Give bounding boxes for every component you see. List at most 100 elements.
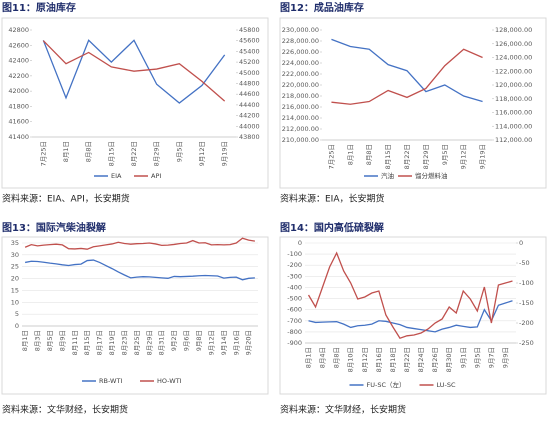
y2-tick-label: 122,000.00 <box>495 67 532 75</box>
y2-tick-label: 44400 <box>239 101 260 109</box>
x-tick-label: 9月1日 <box>459 347 467 368</box>
x-tick-label: 8月22日 <box>403 144 411 169</box>
y-tick-label: -800 <box>287 328 302 336</box>
chart-title: 图13：国际汽柴油裂解 <box>2 221 106 234</box>
x-tick-label: 8月3日 <box>34 330 42 351</box>
y-tick-label: 42800 <box>8 26 29 34</box>
x-tick-label: 8月19日 <box>108 330 116 355</box>
y2-tick-label: 43800 <box>239 133 260 141</box>
legend-label: 馏分燃料油 <box>415 171 448 180</box>
y2-tick-label: 45800 <box>239 26 260 34</box>
x-tick-label: 7月25日 <box>39 141 47 166</box>
x-tick-label: 8月22日 <box>403 347 411 372</box>
y2-tick-label: 45600 <box>239 37 260 45</box>
chart-title: 图12：成品油库存 <box>280 1 364 14</box>
x-tick-label: 8月31日 <box>158 330 166 355</box>
y-tick-label: -700 <box>287 317 302 325</box>
panel-frame <box>279 17 547 189</box>
y2-tick-label: 126,000.00 <box>495 40 532 48</box>
y2-tick-label: -200 <box>519 319 534 327</box>
series-line <box>331 38 483 103</box>
x-tick-label: 9月9日 <box>501 347 509 368</box>
chart-title: 图11：原油库存 <box>2 1 76 14</box>
y2-tick-label: 112,000.00 <box>495 136 532 144</box>
x-tick-label: 9月8日 <box>195 330 203 351</box>
y2-tick-label: -50 <box>519 259 530 267</box>
x-tick-label: 8月5日 <box>46 330 54 351</box>
y2-tick-label: 128,000.00 <box>495 26 532 34</box>
series-line <box>331 48 483 105</box>
x-tick-label: 8月29日 <box>422 144 430 169</box>
x-tick-label: 9月19日 <box>221 141 229 166</box>
y2-tick-label: 124,000.00 <box>495 54 532 62</box>
y-tick-label: 0 <box>15 322 19 330</box>
legend-label: 汽油 <box>381 171 394 180</box>
x-tick-label: 9月2日 <box>170 330 178 351</box>
legend-label: EIA <box>111 172 122 180</box>
y-tick-label: 30 <box>11 251 19 259</box>
y-tick-label: 20 <box>11 275 19 283</box>
y2-tick-label: -150 <box>519 299 534 307</box>
x-tick-label: 8月1日 <box>346 144 354 165</box>
y-tick-label: 228,000.00 <box>282 37 319 45</box>
y-tick-label: 25 <box>11 263 19 271</box>
y-tick-label: 218,000.00 <box>282 92 319 100</box>
y-tick-label: 230,000.00 <box>282 26 319 34</box>
x-tick-label: 8月1日 <box>21 330 29 351</box>
y-tick-label: 222,000.00 <box>282 70 319 78</box>
x-tick-label: 8月25日 <box>133 330 141 355</box>
panel-frame <box>279 236 547 395</box>
y2-tick-label: 0 <box>519 239 523 247</box>
x-tick-label: 9月12日 <box>460 144 468 169</box>
y-tick-label: 0 <box>298 239 302 247</box>
y2-tick-label: -250 <box>519 339 534 347</box>
series-line <box>308 300 513 333</box>
y-tick-label: 41600 <box>8 118 29 126</box>
y-tick-label: 42000 <box>8 87 29 95</box>
x-tick-label: 8月22日 <box>130 141 138 166</box>
x-tick-label: 9月16日 <box>232 330 240 355</box>
chart-title: 图14：国内高低硫裂解 <box>280 221 384 234</box>
y-tick-label: -900 <box>287 339 302 347</box>
x-tick-label: 8月8日 <box>365 144 373 165</box>
x-tick-label: 8月30日 <box>445 347 453 372</box>
x-tick-label: 9月19日 <box>479 144 487 169</box>
x-tick-label: 8月8日 <box>333 347 341 368</box>
y-tick-label: 41800 <box>8 102 29 110</box>
x-tick-label: 8月23日 <box>120 330 128 355</box>
x-tick-label: 7月25日 <box>327 144 335 169</box>
x-tick-label: 8月10日 <box>347 347 355 372</box>
x-tick-label: 8月29日 <box>145 330 153 355</box>
x-tick-label: 8月15日 <box>384 144 392 169</box>
series-line <box>42 40 226 102</box>
x-tick-label: 9月20日 <box>245 330 253 355</box>
y-tick-label: 42600 <box>8 41 29 49</box>
y-tick-label: -600 <box>287 306 302 314</box>
y2-tick-label: 44800 <box>239 80 260 88</box>
legend-label: RB-WTI <box>99 377 122 385</box>
y2-tick-label: 118,000.00 <box>495 95 532 103</box>
y2-tick-label: 120,000.00 <box>495 81 532 89</box>
y2-tick-label: 114,000.00 <box>495 122 532 130</box>
x-tick-label: 8月15日 <box>107 141 115 166</box>
x-tick-label: 9月5日 <box>175 141 183 162</box>
source-note: 资料来源：文华财经，长安期货 <box>2 404 128 416</box>
series-line <box>307 251 513 339</box>
y-tick-label: -100 <box>287 250 302 258</box>
series-line <box>24 237 255 250</box>
panel-frame <box>1 236 269 395</box>
y2-tick-label: -100 <box>519 279 534 287</box>
x-tick-label: 8月26日 <box>431 347 439 372</box>
y-tick-label: 42200 <box>8 72 29 80</box>
x-tick-label: 8月15日 <box>83 330 91 355</box>
y2-tick-label: 45000 <box>239 69 260 77</box>
y-tick-label: 224,000.00 <box>282 59 319 67</box>
legend-label: FU-SC（左） <box>367 380 406 389</box>
x-tick-label: 8月1日 <box>62 141 70 162</box>
legend-label: API <box>151 172 161 180</box>
y-tick-label: 210,000.00 <box>282 136 319 144</box>
y-tick-label: -400 <box>287 283 302 291</box>
x-tick-label: 8月18日 <box>389 347 397 372</box>
x-tick-label: 8月12日 <box>361 347 369 372</box>
